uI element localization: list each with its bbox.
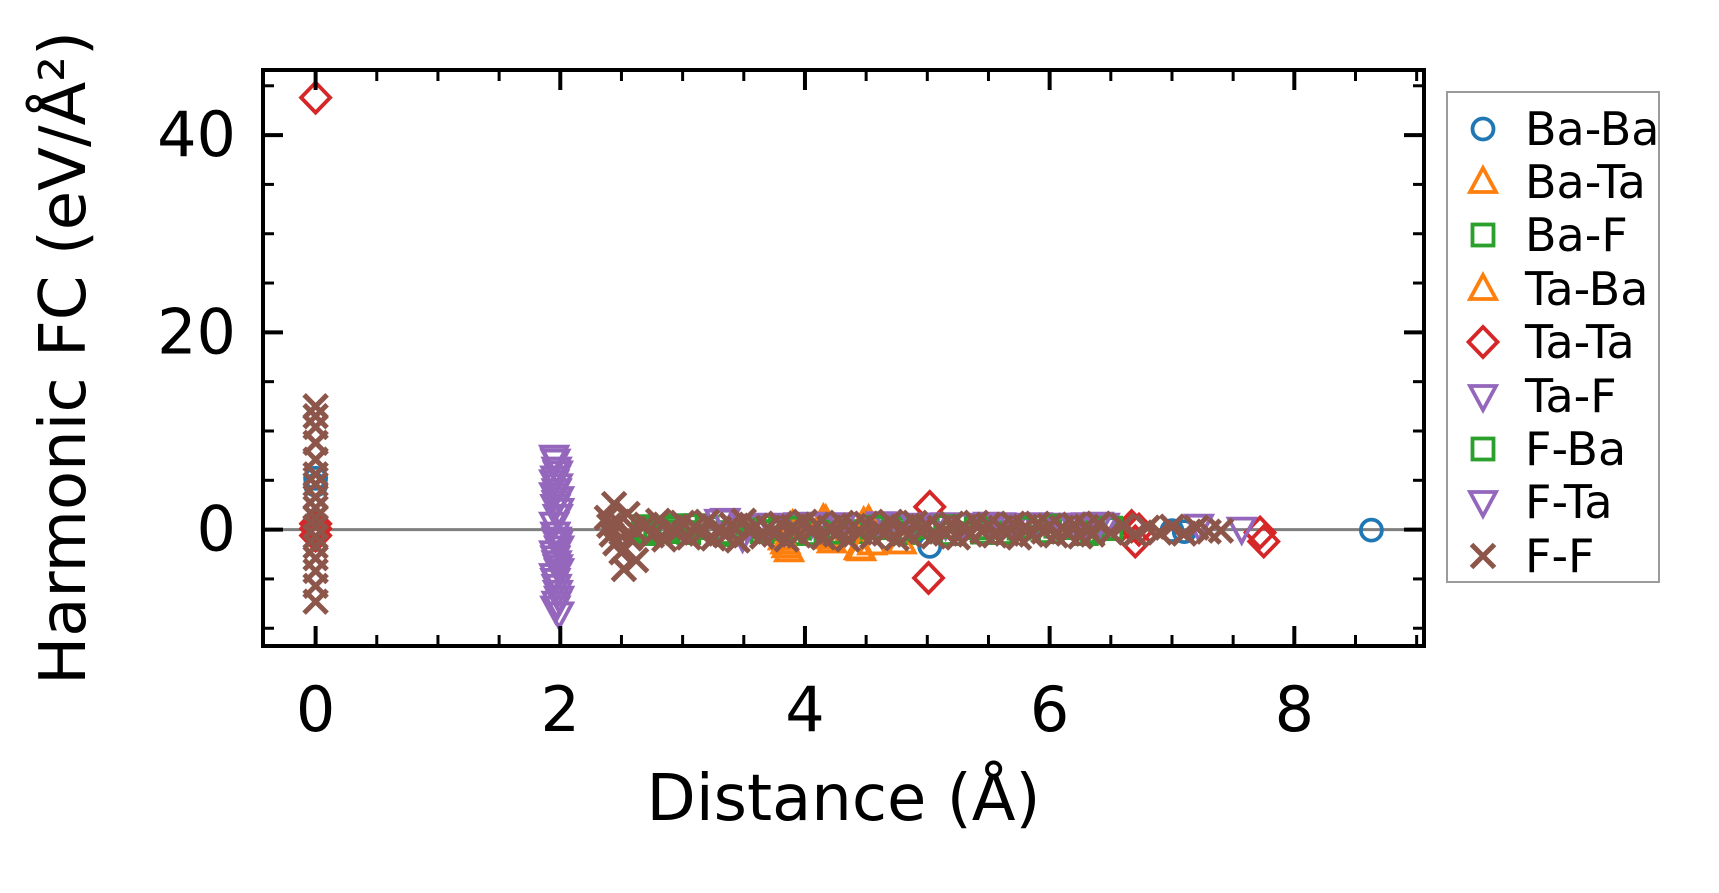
legend: Ba-Ba Ba-Ta Ba-F Ta-Ba Ta-Ta Ta-F F-Ba F-Ta F-F: [1446, 91, 1660, 583]
triangle-down-marker-icon: [1466, 490, 1500, 521]
square-marker-icon: [1470, 436, 1496, 462]
x-tick-labels: 0 2 4 6 8: [296, 673, 1314, 746]
x-tick-label: 6: [1030, 673, 1069, 746]
y-tick-label: 20: [157, 295, 236, 368]
triangle-up-marker-icon: [1466, 270, 1500, 301]
legend-item-f-ta: F-Ta: [1448, 476, 1658, 529]
legend-item-label: F-F: [1525, 528, 1595, 583]
legend-item-label: Ta-Ta: [1525, 315, 1635, 370]
x-marker-icon: [1469, 542, 1497, 570]
legend-item-label: Ta-F: [1525, 368, 1617, 423]
legend-item-ta-ta: Ta-Ta: [1448, 316, 1658, 369]
legend-item-label: Ba-Ta: [1525, 155, 1646, 210]
circle-marker-icon: [1470, 116, 1496, 142]
legend-item-label: Ta-Ba: [1525, 261, 1649, 316]
legend-item-ba-f: Ba-F: [1448, 209, 1658, 262]
legend-item-label: F-Ba: [1525, 422, 1627, 477]
legend-item-ta-ba: Ta-Ba: [1448, 262, 1658, 315]
x-tick-label: 2: [541, 673, 580, 746]
y-tick-label: 40: [157, 98, 236, 171]
x-axis-label: Distance (Å): [646, 762, 1041, 836]
legend-item-label: Ba-Ba: [1525, 101, 1660, 156]
legend-item-ba-ta: Ba-Ta: [1448, 155, 1658, 208]
x-tick-label: 8: [1275, 673, 1314, 746]
legend-item-label: F-Ta: [1525, 475, 1613, 530]
legend-item-ta-f: Ta-F: [1448, 369, 1658, 422]
plot-frame: [261, 68, 1426, 648]
diamond-marker-icon: [1465, 324, 1501, 360]
legend-item-ba-ba: Ba-Ba: [1448, 101, 1660, 156]
y-axis-label: Harmonic FC (eV/Å²): [27, 31, 101, 685]
triangle-down-marker-icon: [1466, 383, 1500, 414]
y-tick-labels: 0 20 40: [157, 98, 236, 566]
legend-item-label: Ba-F: [1525, 208, 1628, 263]
legend-item-f-ba: F-Ba: [1448, 422, 1658, 475]
ticks: [263, 70, 1424, 646]
x-tick-label: 0: [296, 673, 335, 746]
y-tick-label: 0: [197, 493, 236, 566]
series-f-f: [302, 393, 1235, 615]
x-tick-label: 4: [785, 673, 824, 746]
legend-item-f-f: F-F: [1448, 529, 1658, 582]
square-marker-icon: [1470, 223, 1496, 248]
triangle-up-marker-icon: [1466, 164, 1500, 194]
